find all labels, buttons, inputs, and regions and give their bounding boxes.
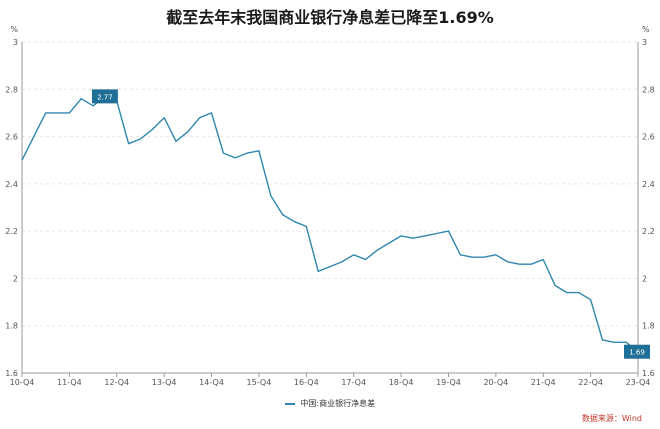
y-tick-label-right: 2: [642, 274, 647, 283]
data-callout-label: 1.69: [629, 349, 645, 357]
y-axis-unit-right: %: [642, 25, 650, 34]
y-tick-label-left: 1.6: [5, 369, 18, 378]
x-tick-label: 16-Q4: [294, 378, 319, 387]
y-tick-label-right: 1.6: [642, 369, 655, 378]
legend-label: 中国:商业银行净息差: [300, 399, 376, 408]
x-tick-label: 15-Q4: [247, 378, 272, 387]
y-tick-label-right: 2.8: [642, 85, 655, 94]
source-note: 数据来源：Wind: [581, 414, 642, 423]
y-tick-label-left: 3: [13, 38, 18, 47]
data-callout-box: [91, 89, 118, 104]
y-tick-label-right: 3: [642, 38, 647, 47]
x-tick-label: 11-Q4: [57, 378, 82, 387]
x-tick-label: 17-Q4: [341, 378, 366, 387]
y-tick-label-left: 2.2: [5, 227, 18, 236]
data-callout-label: 2.77: [97, 93, 113, 101]
y-tick-label-left: 2.4: [5, 180, 18, 189]
x-tick-label: 10-Q4: [10, 378, 35, 387]
x-tick-label: 12-Q4: [104, 378, 129, 387]
x-tick-label: 22-Q4: [578, 378, 603, 387]
x-tick-label: 19-Q4: [436, 378, 461, 387]
x-tick-label: 21-Q4: [531, 378, 556, 387]
y-tick-label-left: 2: [13, 274, 18, 283]
x-tick-label: 23-Q4: [626, 378, 651, 387]
x-tick-label: 13-Q4: [152, 378, 177, 387]
x-tick-label: 14-Q4: [199, 378, 224, 387]
chart-title: 截至去年末我国商业银行净息差已降至1.69%: [166, 8, 494, 27]
data-callout-box: [624, 344, 650, 359]
y-tick-label-right: 1.8: [642, 322, 655, 331]
series-line: [21, 95, 639, 353]
y-tick-label-right: 2.4: [642, 180, 655, 189]
x-tick-label: 20-Q4: [483, 378, 508, 387]
y-tick-label-right: 2.2: [642, 227, 655, 236]
legend: 中国:商业银行净息差: [0, 398, 660, 409]
y-tick-label-left: 1.8: [5, 322, 18, 331]
x-tick-label: 18-Q4: [389, 378, 414, 387]
y-tick-label-left: 2.6: [5, 133, 18, 142]
y-tick-label-right: 2.6: [642, 133, 655, 142]
y-tick-label-left: 2.8: [5, 85, 18, 94]
legend-swatch: [284, 402, 295, 405]
y-axis-unit-left: %: [10, 25, 18, 34]
